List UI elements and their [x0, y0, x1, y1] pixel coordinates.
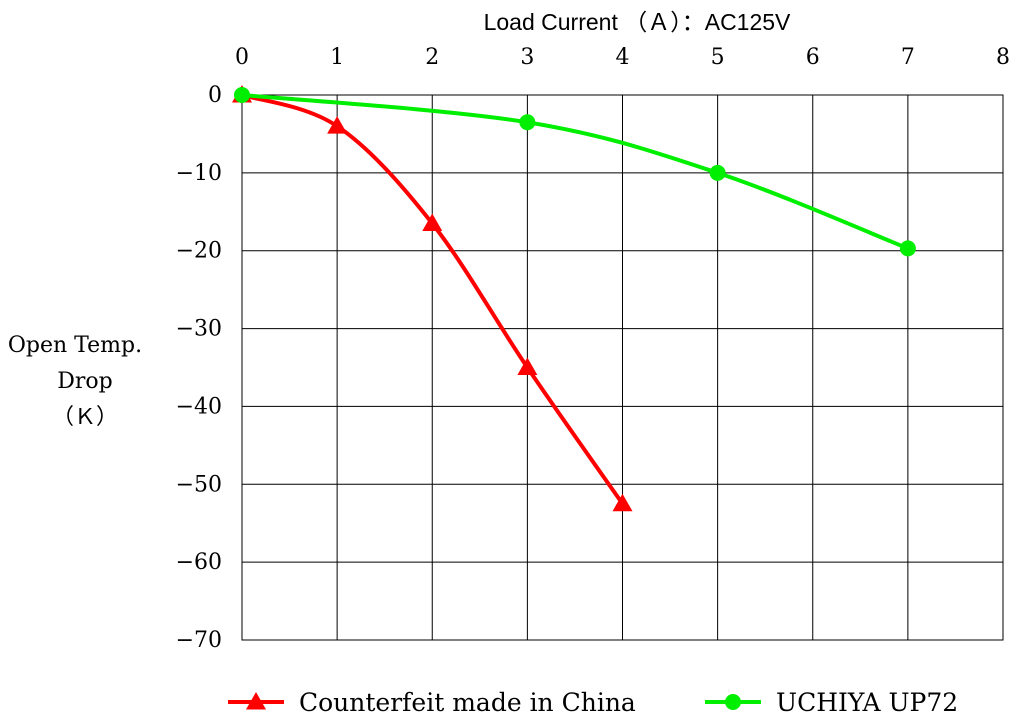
legend-marker [246, 692, 266, 710]
series-layer [232, 85, 916, 512]
legend-item: Counterfeit made in China [228, 688, 636, 717]
y-tick-label: −40 [176, 394, 222, 419]
y-axis-label-line-3: （Ｋ） [52, 405, 118, 430]
x-tick-label: 4 [616, 45, 630, 70]
y-tick-label: 0 [208, 83, 222, 108]
x-tick-label: 6 [806, 45, 820, 70]
data-point [519, 114, 536, 131]
y-tick-label: −30 [176, 317, 222, 342]
y-tick-labels: 0 −10 −20 −30 −40 −50 −60 −70 [176, 83, 222, 653]
y-tick-label: −20 [176, 239, 222, 264]
data-point [422, 213, 443, 231]
grid [241, 94, 1004, 641]
series-line [241, 93, 909, 251]
data-point [327, 116, 348, 134]
x-tick-label: 3 [520, 45, 534, 70]
y-tick-label: −60 [176, 550, 222, 575]
legend-marker [725, 694, 741, 710]
x-tick-label: 8 [996, 45, 1010, 70]
legend: Counterfeit made in China UCHIYA UP72 [228, 688, 958, 717]
y-tick-label: −50 [176, 472, 222, 497]
x-axis-label: Load Current （Ａ）：AC125V [484, 9, 791, 35]
x-tick-labels: 0 1 2 3 4 5 6 7 8 [235, 45, 1010, 70]
data-point [234, 87, 250, 103]
x-tick-label: 1 [330, 45, 344, 70]
legend-item: UCHIYA UP72 [705, 688, 958, 717]
series-line [241, 93, 625, 505]
y-tick-label: −10 [176, 161, 222, 186]
data-point [612, 493, 633, 512]
x-tick-label: 5 [711, 45, 725, 70]
y-tick-label: −70 [176, 628, 222, 653]
y-axis-label-line-1: Open Temp. [8, 333, 142, 358]
y-axis-label-line-2: Drop [57, 369, 112, 394]
legend-label: Counterfeit made in China [299, 688, 636, 717]
legend-label: UCHIYA UP72 [776, 688, 958, 717]
data-point [899, 240, 916, 257]
data-point [709, 164, 726, 181]
x-tick-label: 2 [425, 45, 439, 70]
series-2 [234, 87, 916, 257]
y-axis-label: Open Temp. Drop （Ｋ） [8, 333, 142, 430]
x-tick-label: 0 [235, 45, 249, 70]
x-tick-label: 7 [901, 45, 915, 70]
data-point [517, 357, 538, 375]
